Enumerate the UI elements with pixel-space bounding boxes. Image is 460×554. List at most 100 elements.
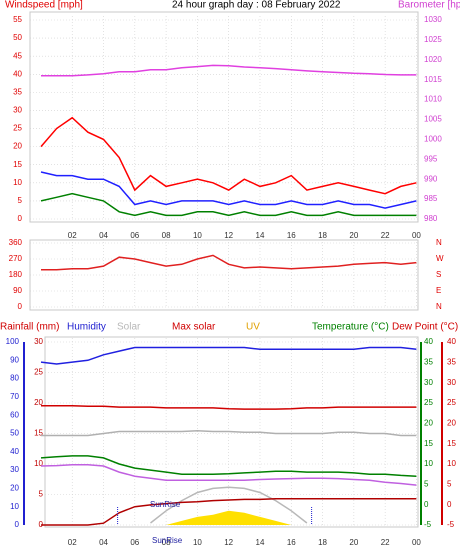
y-tick-label: 0	[424, 500, 429, 509]
y-tick-label: 5	[424, 479, 429, 488]
annotation: SunRise	[152, 536, 183, 545]
y-tick-label: 5	[447, 479, 452, 488]
y-tick-label: 40	[13, 69, 22, 78]
y-tick-label: 10	[447, 459, 456, 468]
y-tick-label: 20	[424, 418, 433, 427]
y-tick-label: 1025	[424, 35, 442, 44]
y-tick-label: 10	[424, 459, 433, 468]
y-tick-label: -5	[424, 520, 432, 529]
plot-frame	[29, 11, 419, 223]
y-tick-label: 15	[447, 439, 456, 448]
series-line	[41, 429, 417, 437]
annotation: SunRise	[150, 500, 181, 509]
legend-label: Solar	[117, 322, 141, 333]
y-tick-label: 35	[424, 357, 433, 366]
y-tick-label: 40	[447, 337, 456, 346]
y-tick-label: 0	[15, 520, 20, 529]
y-tick-label: 20	[10, 484, 19, 493]
y-tick-label: 40	[424, 337, 433, 346]
y-tick-label: 80	[10, 374, 19, 383]
x-tick-label: 00	[412, 231, 421, 240]
x-tick-label: 14	[256, 231, 265, 240]
y2-axis-title: Barometer [hpa]	[398, 0, 460, 11]
x-tick-label: 12	[224, 538, 233, 547]
y-tick-label: 30	[447, 378, 456, 387]
legend-label: Temperature (°C)	[312, 322, 389, 333]
y-tick-label: 980	[424, 214, 438, 223]
legend-label: Max solar	[172, 322, 216, 333]
y-tick-label: S	[436, 270, 441, 279]
y-tick-label: 1005	[424, 115, 442, 124]
x-tick-label: 18	[318, 231, 327, 240]
y-tick-label: -5	[447, 520, 455, 529]
x-tick-label: 20	[349, 538, 358, 547]
y-tick-label: 25	[447, 398, 456, 407]
series-area	[166, 510, 292, 525]
y-tick-label: 60	[10, 410, 19, 419]
x-tick-label: 06	[130, 538, 139, 547]
y-tick-label: 360	[9, 238, 23, 247]
x-tick-label: 16	[287, 231, 296, 240]
plot-frame	[29, 239, 419, 311]
y-tick-label: 180	[9, 270, 23, 279]
series-line	[150, 486, 308, 524]
x-tick-label: 04	[99, 538, 108, 547]
x-tick-label: 20	[349, 231, 358, 240]
y-tick-label: N	[436, 238, 442, 247]
x-tick-label: 08	[162, 231, 171, 240]
y-tick-label: 25	[13, 124, 22, 133]
y-tick-label: 45	[13, 51, 22, 60]
y-tick-label: N	[436, 302, 442, 311]
y-tick-label: 30	[424, 378, 433, 387]
y-tick-label: 20	[34, 398, 43, 407]
y-tick-label: 1015	[424, 75, 442, 84]
x-tick-label: 22	[381, 538, 390, 547]
x-tick-label: 04	[99, 231, 108, 240]
series-line	[40, 346, 417, 365]
y-tick-label: 70	[10, 392, 19, 401]
x-tick-label: 00	[412, 538, 421, 547]
series-line	[40, 464, 417, 486]
x-tick-label: 18	[318, 538, 327, 547]
legend-label: UV	[246, 322, 260, 333]
y-tick-label: 1020	[424, 55, 442, 64]
y-tick-label: 15	[424, 439, 433, 448]
y-tick-label: 10	[13, 178, 22, 187]
series-line	[40, 455, 417, 477]
y-tick-label: W	[436, 254, 444, 263]
y-tick-label: 5	[39, 490, 44, 499]
y-tick-label: 10	[34, 459, 43, 468]
y-tick-label: 0	[18, 214, 23, 223]
y-tick-label: 15	[34, 429, 43, 438]
series-line	[40, 116, 417, 195]
x-tick-label: 14	[256, 538, 265, 547]
y-tick-label: 30	[13, 106, 22, 115]
y-tick-label: 35	[447, 357, 456, 366]
series-line	[41, 498, 417, 526]
y-tick-label: 50	[10, 429, 19, 438]
series-line	[40, 171, 417, 209]
y-tick-label: 10	[10, 502, 19, 511]
series-line	[41, 64, 417, 77]
y-tick-label: 15	[13, 160, 22, 169]
y-axis-title: Windspeed [mph]	[5, 0, 83, 11]
y-tick-label: 90	[13, 286, 22, 295]
y-tick-label: 20	[13, 142, 22, 151]
y-tick-label: 20	[447, 418, 456, 427]
x-tick-label: 02	[68, 231, 77, 240]
y-tick-label: 0	[447, 500, 452, 509]
y-tick-label: 1010	[424, 95, 442, 104]
y-tick-label: 270	[9, 254, 23, 263]
y-tick-label: E	[436, 286, 441, 295]
legend-label: Rainfall (mm)	[0, 322, 59, 333]
y-tick-label: 40	[10, 447, 19, 456]
x-tick-label: 02	[68, 538, 77, 547]
series-line	[41, 254, 417, 271]
y-tick-label: 990	[424, 174, 438, 183]
x-tick-label: 16	[287, 538, 296, 547]
y-tick-label: 25	[34, 368, 43, 377]
y-tick-label: 25	[424, 398, 433, 407]
y-tick-label: 35	[13, 87, 22, 96]
legend-label: Humidity	[67, 322, 106, 333]
